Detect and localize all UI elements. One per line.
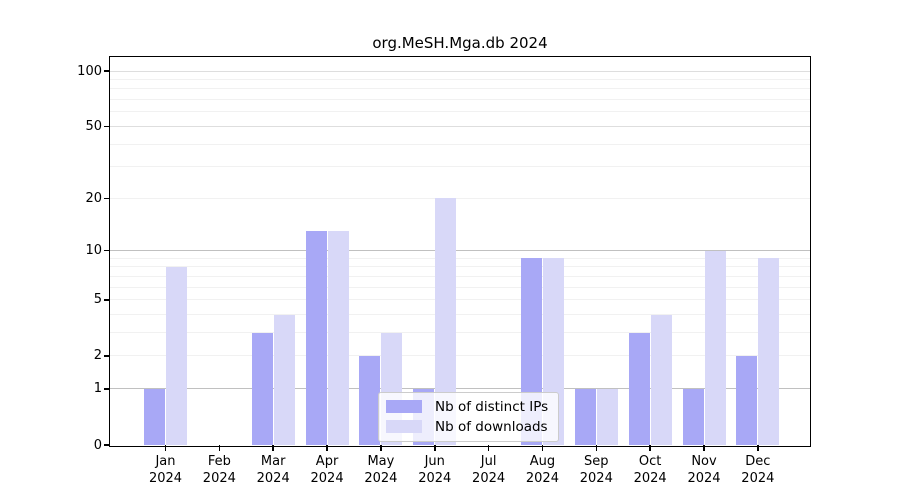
gridline-minor <box>110 111 810 113</box>
x-tick <box>487 445 490 451</box>
x-tick-year: 2024 <box>202 471 236 486</box>
y-tick-label: 10 <box>85 243 102 259</box>
bar-dec-downloads <box>758 258 780 445</box>
y-tick <box>104 299 110 301</box>
y-tick-label: 1 <box>93 381 102 397</box>
x-tick-label: Jan 2024 <box>138 453 194 487</box>
bar-mar-distinct-ips <box>251 332 273 445</box>
y-tick-label: 100 <box>77 63 102 79</box>
gridline-minor <box>110 88 810 90</box>
bar-sep-downloads <box>596 388 618 445</box>
y-tick <box>104 355 110 357</box>
x-tick <box>703 445 705 451</box>
gridline-mid <box>110 70 810 72</box>
x-tick <box>434 445 436 451</box>
x-tick-year: 2024 <box>525 471 559 486</box>
gridline-minor <box>110 78 810 80</box>
x-tick-label: Aug 2024 <box>514 453 570 487</box>
bar-dec-distinct-ips <box>736 355 758 445</box>
x-tick-year: 2024 <box>633 471 667 486</box>
x-tick-label: May 2024 <box>353 453 409 487</box>
legend-row-downloads: Nb of downloads <box>386 418 548 435</box>
x-tick-label: Jul 2024 <box>461 453 517 487</box>
x-tick <box>380 445 382 451</box>
y-tick-label: 0 <box>93 437 102 453</box>
x-tick-year: 2024 <box>418 471 452 486</box>
y-tick-label: 20 <box>85 190 102 206</box>
y-tick-label: 2 <box>93 348 102 364</box>
gridline-minor <box>110 197 810 199</box>
gridline-minor <box>110 166 810 168</box>
legend-label-downloads: Nb of downloads <box>435 418 548 435</box>
bar-apr-distinct-ips <box>305 231 327 445</box>
y-tick <box>104 249 110 252</box>
y-tick <box>104 125 110 128</box>
x-tick-label: Nov 2024 <box>676 453 732 487</box>
gridline-minor <box>110 99 810 101</box>
x-tick-label: Sep 2024 <box>568 453 624 487</box>
x-tick <box>272 445 274 451</box>
x-tick-year: 2024 <box>687 471 721 486</box>
bar-mar-downloads <box>273 314 295 445</box>
x-tick-year: 2024 <box>256 471 290 486</box>
legend-row-distinct-ips: Nb of distinct IPs <box>386 398 548 415</box>
bar-nov-distinct-ips <box>682 388 704 445</box>
y-tick-label: 50 <box>85 118 102 134</box>
x-tick-year: 2024 <box>472 471 506 486</box>
x-tick-label: Dec 2024 <box>730 453 786 487</box>
x-tick-label: Feb 2024 <box>191 453 247 487</box>
x-tick-label: Apr 2024 <box>299 453 355 487</box>
x-tick-year: 2024 <box>579 471 613 486</box>
bar-jan-distinct-ips <box>144 388 165 445</box>
x-tick <box>541 445 544 451</box>
bar-may-distinct-ips <box>359 355 381 445</box>
x-tick-label: Mar 2024 <box>245 453 301 487</box>
legend-label-distinct-ips: Nb of distinct IPs <box>435 398 549 415</box>
x-tick <box>326 445 328 451</box>
chart-title: org.MeSH.Mga.db 2024 <box>372 34 548 52</box>
bar-jan-downloads <box>166 266 187 445</box>
x-tick <box>595 445 598 451</box>
x-tick-year: 2024 <box>741 471 775 486</box>
x-tick <box>218 445 221 451</box>
y-tick <box>104 197 110 200</box>
x-tick-year: 2024 <box>310 471 344 486</box>
x-tick-year: 2024 <box>364 471 398 486</box>
legend: Nb of distinct IPs Nb of downloads <box>378 392 560 442</box>
x-tick <box>164 445 167 451</box>
y-tick <box>104 444 110 446</box>
x-tick <box>649 445 651 451</box>
y-tick-label: 5 <box>93 292 102 308</box>
bar-oct-distinct-ips <box>628 332 650 445</box>
gridline-minor <box>110 143 810 145</box>
bar-nov-downloads <box>704 250 726 445</box>
y-tick <box>104 388 110 390</box>
y-tick <box>104 70 110 72</box>
x-tick-label: Oct 2024 <box>622 453 678 487</box>
bar-jun-downloads <box>435 198 457 445</box>
gridline-mid <box>110 125 810 127</box>
legend-swatch-distinct-ips <box>386 400 422 413</box>
x-tick-label: Jun 2024 <box>407 453 463 487</box>
bar-sep-distinct-ips <box>574 388 596 445</box>
bar-apr-downloads <box>327 231 349 445</box>
bar-oct-downloads <box>650 314 672 445</box>
x-tick <box>757 445 759 451</box>
x-tick-year: 2024 <box>148 471 183 486</box>
legend-swatch-downloads <box>386 420 422 433</box>
